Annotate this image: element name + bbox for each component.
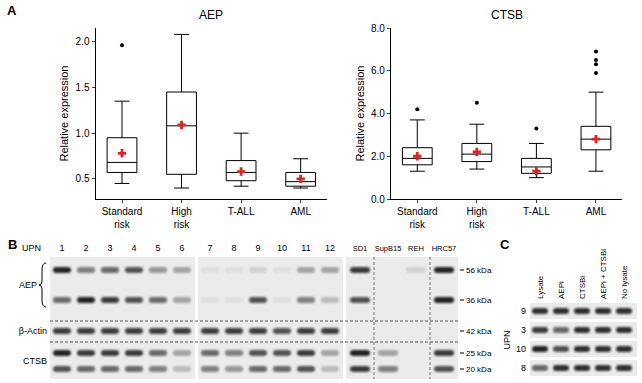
svg-text:20 kDa: 20 kDa [466, 365, 492, 374]
svg-text:Highrisk: Highrisk [171, 206, 192, 230]
svg-text:2: 2 [83, 243, 88, 253]
svg-text:Relative expression: Relative expression [58, 65, 70, 161]
svg-text:B: B [8, 237, 17, 252]
svg-text:AEP: AEP [19, 280, 37, 290]
svg-text:10: 10 [516, 344, 526, 354]
svg-text:25 kDa: 25 kDa [466, 349, 492, 358]
svg-text:CTSB: CTSB [23, 356, 47, 366]
svg-text:SD1: SD1 [353, 244, 368, 253]
svg-text:0.5: 0.5 [76, 173, 90, 184]
svg-text:No lysate: No lysate [620, 265, 629, 299]
svg-text:1: 1 [59, 243, 64, 253]
svg-text:Standardrisk: Standardrisk [102, 206, 143, 230]
svg-text:42 kDa: 42 kDa [466, 327, 492, 336]
svg-text:AML: AML [586, 206, 607, 217]
svg-text:3: 3 [107, 243, 112, 253]
svg-text:36 kDa: 36 kDa [466, 296, 492, 305]
svg-text:0.0: 0.0 [371, 194, 385, 205]
svg-text:1.5: 1.5 [76, 82, 90, 93]
svg-text:Lysate: Lysate [536, 275, 545, 299]
svg-text:4: 4 [131, 243, 136, 253]
svg-text:UPN: UPN [502, 330, 512, 349]
svg-text:5: 5 [155, 243, 160, 253]
svg-text:11: 11 [301, 243, 310, 253]
svg-text:12: 12 [325, 243, 335, 253]
svg-text:UPN: UPN [22, 243, 41, 253]
svg-text:7: 7 [207, 243, 212, 253]
svg-text:2.0: 2.0 [371, 151, 385, 162]
svg-text:9: 9 [255, 243, 260, 253]
svg-text:A: A [7, 3, 17, 18]
svg-text:1.0: 1.0 [76, 128, 90, 139]
svg-text:HRC57: HRC57 [432, 244, 457, 253]
svg-text:Standardrisk: Standardrisk [397, 206, 438, 230]
svg-text:AEPi + CTSBi: AEPi + CTSBi [599, 249, 608, 299]
svg-text:4.0: 4.0 [371, 108, 385, 119]
svg-text:Relative expression: Relative expression [354, 66, 366, 162]
svg-text:CTSB: CTSB [491, 8, 523, 22]
svg-text:β-Actin: β-Actin [19, 326, 47, 336]
svg-text:AML: AML [290, 206, 311, 217]
svg-text:8.0: 8.0 [371, 23, 385, 34]
svg-text:AEPi: AEPi [557, 281, 566, 299]
svg-text:8: 8 [521, 363, 526, 373]
svg-text:8: 8 [231, 243, 236, 253]
svg-text:Highrisk: Highrisk [467, 206, 488, 230]
svg-text:T-ALL: T-ALL [523, 206, 550, 217]
svg-text:AEP: AEP [199, 8, 223, 22]
svg-text:6: 6 [179, 243, 184, 253]
svg-text:T-ALL: T-ALL [228, 206, 255, 217]
svg-text:9: 9 [521, 306, 526, 316]
svg-text:REH: REH [408, 244, 424, 253]
svg-text:SupB15: SupB15 [375, 244, 402, 253]
svg-text:56 kDa: 56 kDa [466, 266, 492, 275]
svg-text:10: 10 [277, 243, 287, 253]
svg-text:3: 3 [521, 325, 526, 335]
svg-text:6.0: 6.0 [371, 65, 385, 76]
svg-text:C: C [500, 237, 510, 252]
svg-text:CTSBi: CTSBi [578, 276, 587, 299]
svg-text:2.0: 2.0 [76, 36, 90, 47]
